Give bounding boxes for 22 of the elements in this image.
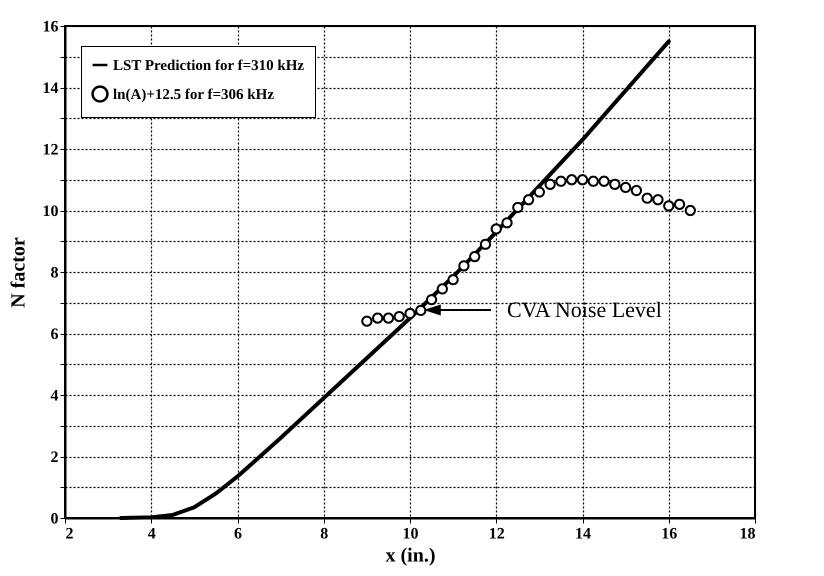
y-tick-label: 10: [42, 203, 58, 220]
x-tick-label: 14: [575, 526, 591, 542]
x-tick-label: 4: [148, 526, 156, 542]
x-tick-label: 16: [661, 526, 678, 542]
x-tick-label: 12: [488, 526, 505, 542]
legend-label: ln(A)+12.5 for f=306 kHz: [113, 87, 274, 103]
y-tick-label: 0: [50, 510, 58, 528]
y-tick-label: 8: [50, 264, 58, 282]
y-tick-label: 6: [50, 326, 58, 343]
x-tick-label: 6: [234, 526, 242, 542]
y-tick-label: 14: [42, 80, 58, 97]
x-tick-label: 18: [740, 526, 756, 542]
y-axis-title: N factor: [8, 237, 30, 308]
x-tick-label: 8: [320, 526, 328, 542]
x-tick-label: 10: [402, 526, 418, 542]
legend-label: LST Prediction for f=310 kHz: [113, 58, 304, 74]
x-axis-title: x (in.): [386, 544, 436, 566]
y-tick-label: 12: [42, 142, 58, 158]
x-tick-label: 2: [66, 526, 74, 542]
y-tick-label: 16: [42, 18, 58, 36]
y-tick-label: 2: [50, 449, 58, 466]
y-tick-label: 4: [50, 388, 58, 404]
